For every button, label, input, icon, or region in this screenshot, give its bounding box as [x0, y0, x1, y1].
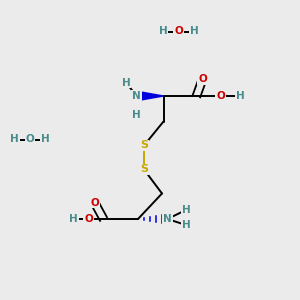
- Text: H: H: [122, 77, 130, 88]
- Text: S: S: [140, 164, 148, 175]
- Text: O: O: [216, 91, 225, 101]
- Text: H: H: [190, 26, 199, 37]
- Text: O: O: [174, 26, 183, 37]
- Text: H: H: [41, 134, 50, 145]
- Text: O: O: [26, 134, 34, 145]
- Text: N: N: [132, 91, 141, 101]
- Text: H: H: [158, 26, 167, 37]
- Text: H: H: [182, 205, 190, 215]
- Text: O: O: [90, 197, 99, 208]
- Text: S: S: [140, 140, 148, 151]
- Text: H: H: [236, 91, 244, 101]
- Text: H: H: [69, 214, 78, 224]
- Text: O: O: [84, 214, 93, 224]
- Text: H: H: [182, 220, 190, 230]
- Text: O: O: [198, 74, 207, 85]
- Text: N: N: [163, 214, 172, 224]
- Text: H: H: [132, 110, 141, 121]
- Polygon shape: [136, 91, 164, 101]
- Text: H: H: [10, 134, 19, 145]
